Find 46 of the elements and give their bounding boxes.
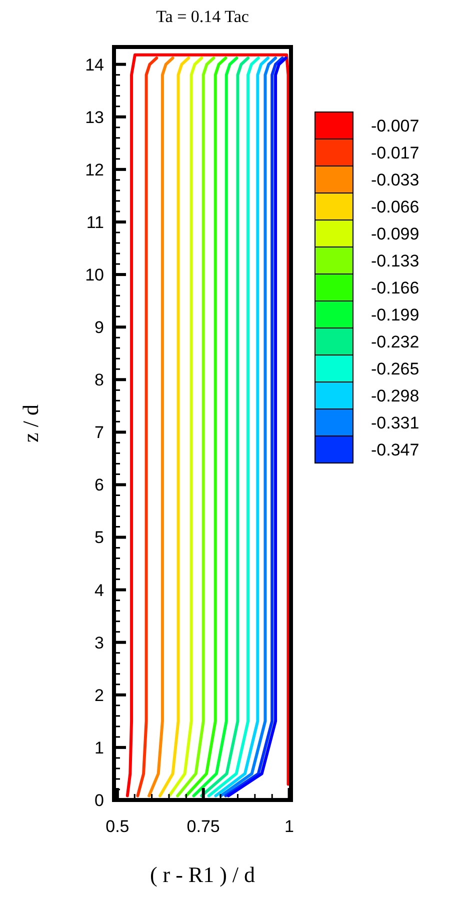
line-series (176, 56, 216, 798)
legend-label: -0.099 (371, 224, 420, 244)
y-tick-label: 11 (86, 212, 104, 232)
line-series (192, 56, 238, 798)
y-axis-title: z / d (18, 404, 43, 442)
y-tick-label: 2 (94, 686, 104, 705)
legend-label: -0.265 (371, 359, 420, 378)
line-series (168, 56, 204, 798)
x-tick-label: 0.75 (186, 817, 220, 836)
line-series (207, 56, 260, 798)
legend-label: -0.232 (371, 332, 420, 352)
legend-label: -0.166 (371, 278, 420, 298)
y-tick-label: 4 (94, 580, 104, 600)
y-tick-label: 5 (94, 528, 104, 548)
y-tick-label: 13 (85, 108, 104, 127)
legend-label: -0.199 (371, 305, 420, 324)
line-series (214, 56, 270, 798)
y-tick-label: 14 (85, 55, 104, 74)
legend-label: -0.066 (371, 197, 420, 216)
line-series (158, 56, 190, 798)
y-tick-label: 10 (85, 265, 104, 284)
y-tick-label: 1 (94, 738, 104, 758)
line-series (148, 56, 174, 798)
y-tick-label: 12 (85, 160, 104, 180)
y-tick-label: 8 (94, 370, 104, 390)
legend-label: -0.033 (371, 170, 420, 190)
y-tick-label: 0 (94, 790, 104, 810)
line-series (136, 56, 158, 798)
legend-label: -0.347 (371, 440, 420, 460)
line-series (219, 56, 278, 798)
line-series (184, 56, 228, 798)
line-series (126, 53, 290, 798)
y-tick-label: 6 (94, 476, 104, 495)
chart-title: Ta = 0.14 Tac (156, 7, 250, 26)
y-tick-label: 7 (94, 423, 104, 442)
legend-label: -0.017 (371, 143, 420, 162)
x-axis-title: ( r - R1 ) / d (150, 862, 256, 887)
x-tick-label: 0.5 (106, 817, 130, 836)
line-series (200, 56, 250, 798)
legend-label: -0.133 (371, 251, 420, 270)
x-tick-label: 1 (284, 817, 294, 836)
y-tick-label: 9 (94, 318, 104, 338)
legend-label: -0.298 (371, 386, 420, 406)
legend-label: -0.007 (371, 116, 420, 136)
y-tick-label: 3 (94, 633, 104, 652)
legend-label: -0.331 (371, 413, 420, 432)
